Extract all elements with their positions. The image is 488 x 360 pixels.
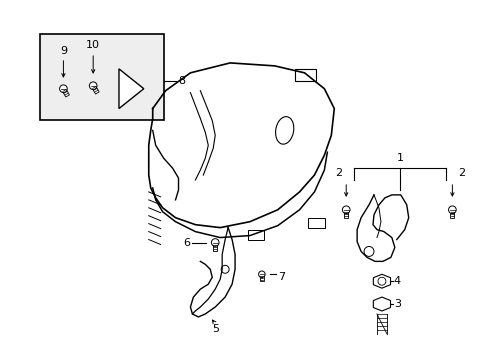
Circle shape [342, 206, 349, 213]
Text: 9: 9 [60, 46, 67, 56]
Circle shape [377, 277, 385, 285]
Circle shape [447, 206, 455, 213]
Polygon shape [61, 88, 69, 97]
Polygon shape [449, 210, 453, 218]
Text: 10: 10 [86, 40, 100, 50]
Text: 1: 1 [396, 153, 403, 163]
Bar [247, 230, 264, 239]
Bar [307, 218, 325, 228]
Bar [40, 34, 163, 121]
Text: 5: 5 [211, 324, 218, 334]
Polygon shape [372, 274, 390, 288]
Circle shape [60, 85, 67, 93]
Text: 8: 8 [178, 76, 185, 86]
Text: 6: 6 [183, 238, 190, 248]
Polygon shape [260, 274, 263, 282]
Circle shape [211, 239, 219, 246]
Polygon shape [91, 85, 99, 94]
Polygon shape [213, 243, 217, 251]
Polygon shape [372, 297, 390, 311]
Text: 2: 2 [457, 168, 465, 178]
Circle shape [89, 82, 97, 90]
Ellipse shape [275, 117, 293, 144]
Text: 7: 7 [277, 272, 285, 282]
Circle shape [221, 265, 229, 273]
Polygon shape [344, 210, 347, 218]
Text: 3: 3 [393, 299, 400, 309]
Bar [294, 69, 316, 81]
Circle shape [364, 247, 373, 256]
Polygon shape [119, 69, 143, 109]
Text: 2: 2 [334, 168, 342, 178]
Text: 4: 4 [393, 276, 400, 286]
Circle shape [258, 271, 264, 278]
